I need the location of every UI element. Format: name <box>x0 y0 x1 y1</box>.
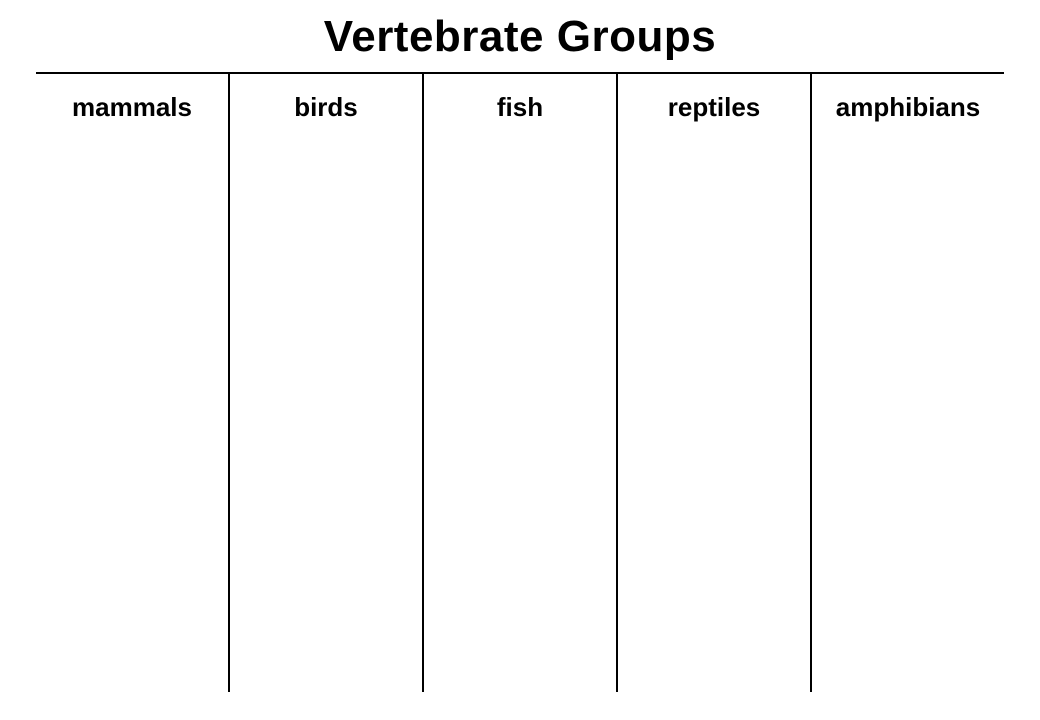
worksheet-container: Vertebrate Groups mammals birds fish rep… <box>0 0 1040 720</box>
column-header: reptiles <box>618 74 810 123</box>
column-header: mammals <box>36 74 228 123</box>
column-fish: fish <box>422 74 616 692</box>
column-mammals: mammals <box>36 74 228 692</box>
table: mammals birds fish reptiles amphibians <box>36 74 1004 692</box>
column-header: birds <box>230 74 422 123</box>
column-reptiles: reptiles <box>616 74 810 692</box>
table-wrap: mammals birds fish reptiles amphibians <box>36 72 1004 692</box>
column-birds: birds <box>228 74 422 692</box>
column-amphibians: amphibians <box>810 74 1004 692</box>
column-header: fish <box>424 74 616 123</box>
page-title: Vertebrate Groups <box>0 12 1040 62</box>
column-header: amphibians <box>812 74 1004 123</box>
